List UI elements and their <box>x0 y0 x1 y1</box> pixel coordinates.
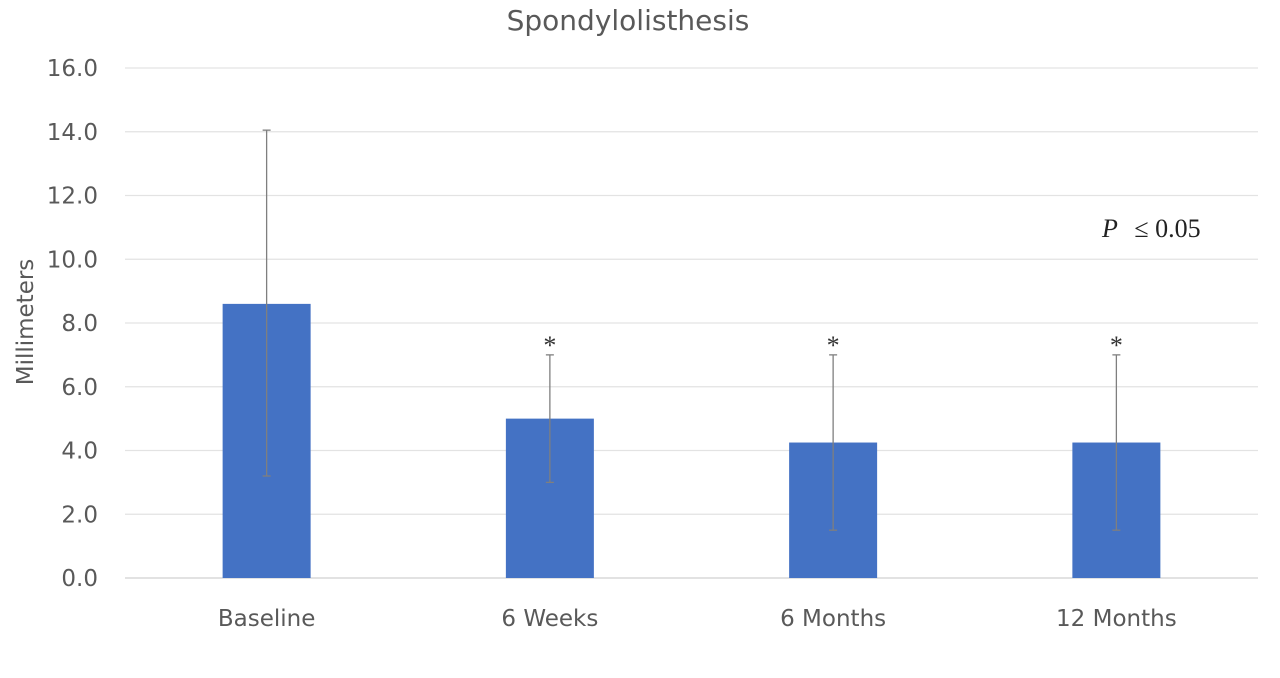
chart-title: Spondylolisthesis <box>507 4 750 37</box>
y-tick-label: 8.0 <box>61 311 98 337</box>
p-symbol: P <box>1101 214 1118 243</box>
p-threshold: ≤ 0.05 <box>1134 214 1200 243</box>
gridlines <box>125 67 1258 579</box>
error-bars <box>262 129 1121 531</box>
y-tick-label: 4.0 <box>61 439 98 465</box>
y-tick-label: 0.0 <box>61 566 98 592</box>
y-tick-label: 6.0 <box>61 375 98 401</box>
x-tick-label: 6 Months <box>780 606 886 632</box>
p-value-annotation: P ≤ 0.05 <box>1101 214 1201 243</box>
x-tick-label: Baseline <box>218 606 316 632</box>
y-tick-label: 2.0 <box>61 502 98 528</box>
x-tick-labels: Baseline 6 Weeks 6 Months 12 Months <box>218 606 1177 632</box>
y-tick-label: 16.0 <box>47 56 98 82</box>
significance-star: * <box>543 331 556 360</box>
y-tick-label: 14.0 <box>47 120 98 146</box>
significance-markers: * * * <box>543 331 1123 360</box>
significance-star: * <box>1110 331 1123 360</box>
significance-star: * <box>827 331 840 360</box>
y-tick-label: 10.0 <box>47 247 98 273</box>
bars <box>222 303 1161 578</box>
x-tick-label: 12 Months <box>1056 606 1177 632</box>
y-tick-labels: 0.0 2.0 4.0 6.0 8.0 10.0 12.0 14.0 16.0 <box>47 56 98 592</box>
x-tick-label: 6 Weeks <box>501 606 598 632</box>
y-tick-label: 12.0 <box>47 184 98 210</box>
y-axis-label: Millimeters <box>13 259 39 386</box>
